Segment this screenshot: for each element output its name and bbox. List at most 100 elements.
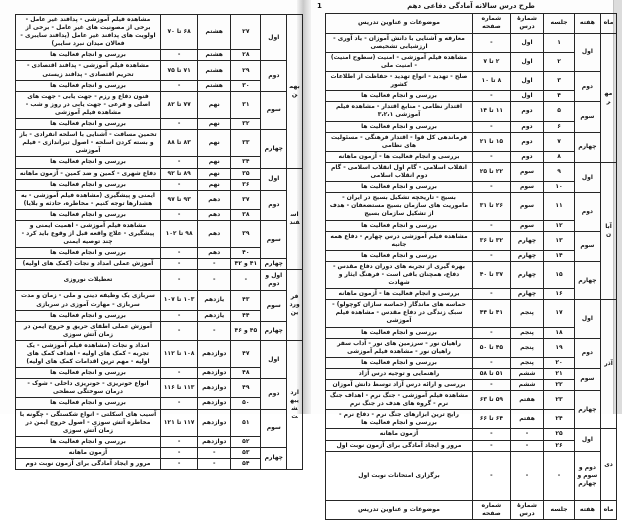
table-row: اسفند اول ۳۵ نهم ۸۹ تا ۹۲ دفاع شهری - کمین و …: [15, 167, 303, 271]
session-cell: ۱۴: [543, 249, 575, 262]
topics-header: موضوعات و عناوین تدریس: [325, 499, 473, 520]
week-cell: سوم: [260, 219, 288, 260]
table-row: ۴۸ دوازدهم - بررسی و انجام فعالیت ها: [15, 367, 303, 380]
session-cell: ۱۵: [543, 260, 575, 290]
session-cell: ۴۷: [230, 339, 262, 369]
page-number-cell: -: [159, 49, 199, 62]
topic-cell: بررسی و انجام فعالیت ها: [15, 435, 161, 448]
page-number-cell: -: [471, 428, 511, 441]
session-cell: ۳۴: [230, 156, 262, 169]
table-row: ۳۰ هشتم - بررسی و انجام فعالیت ها: [15, 79, 303, 92]
session-cell: ۴۹: [230, 378, 262, 399]
lesson-number-cell: نهم: [197, 129, 232, 158]
session-cell: ۲: [543, 51, 575, 73]
topic-cell: اقتدار نظامی - منابع اقتدار - مشاهده فیل…: [325, 101, 473, 122]
session-cell: ۱۰: [543, 181, 575, 194]
lesson-number-cell: دوازدهم: [197, 378, 232, 399]
page-number-cell: -: [159, 156, 199, 169]
week-cell: دوم: [573, 192, 602, 232]
topic-cell: برگزاری امتحانات نوبت اول: [325, 450, 473, 501]
page-number-marker: 1: [317, 2, 322, 10]
table-row: ۴۴ یازدهم - بررسی و انجام فعالیت ها: [15, 309, 303, 322]
table-row: چهارم ۲۳ هفتم ۵۹ تا ۶۳ مشاهده فیلم آموزشی - …: [325, 390, 617, 430]
week-cell: دوم: [260, 189, 288, 221]
page-number-cell: -: [159, 458, 199, 471]
topic-cell: بررسی و انجام فعالیت ها: [15, 309, 161, 322]
week-cell: سوم: [260, 90, 288, 131]
topic-cell: بررسی و انجام فعالیت ها: [15, 367, 161, 380]
session-cell: ۴۴: [230, 309, 262, 322]
table-row: آبان اول ۹ سوم ۲۲ تا ۲۵ انقلاب اسلامی - گام ا…: [325, 161, 617, 301]
session-cell: ۵۴: [230, 458, 262, 471]
topic-cell: مشاهده فیلم آموزشی - اهمیت ایمنی و پیشگی…: [15, 219, 161, 249]
page-number-cell: -: [159, 178, 199, 191]
session-cell: -: [230, 269, 262, 292]
lesson-number-cell: -: [197, 458, 232, 471]
document-title: طرح درس سالانه آمادگی دفاعی دهم: [407, 2, 535, 10]
topic-cell: آزمون ماهانه: [15, 446, 161, 460]
lesson-number-cell: هشتم: [197, 13, 232, 51]
page-number-cell: -: [471, 378, 511, 392]
topic-cell: مشاهده فیلم آموزشی - پدافند غیر عامل - ب…: [15, 13, 161, 51]
week-cell: چهارم: [573, 131, 602, 163]
topic-cell: بررسی و انجام فعالیت ها: [325, 356, 473, 369]
topic-cell: مرور و ایجاد آمادگی برای آزمون نوبت دوم: [15, 458, 161, 471]
topic-cell: انواع خونریزی - خونریزی داخلی - شوک - در…: [15, 378, 161, 399]
table-row: آذر اول ۱۷ پنجم ۴۱ تا ۴۴ حماسه های ماندگار (ح…: [325, 299, 617, 430]
lesson-number-cell: ششم: [509, 378, 545, 392]
topic-cell: فنون دفاع و رزم - جهت یابی - جهت های اصل…: [15, 90, 161, 120]
page-number-cell: ۲۶ تا ۳۱: [471, 192, 511, 221]
page-number-cell: -: [159, 269, 199, 292]
table-row: دوم ۱۹ پنجم ۴۵ تا ۵۰ راهیان نور - سرزمین های…: [325, 337, 617, 369]
week-cell: اول: [573, 161, 602, 194]
page-number-cell: -: [471, 439, 511, 452]
week-cell: اول و دوم: [260, 269, 288, 292]
session-cell: ۳۵: [230, 167, 262, 180]
month-cell: اردیبهشت: [286, 339, 303, 471]
page-number-cell: -: [471, 356, 511, 369]
table-row: ۲۰ پنجم - بررسی و انجام فعالیت ها: [325, 356, 617, 369]
topic-cell: بررسی و انجام فعالیت ها: [325, 249, 473, 262]
month-header: ماه: [600, 13, 617, 34]
lesson-number-cell: یازدهم: [197, 290, 232, 311]
week-header: هفته: [573, 13, 602, 34]
page-number-cell: ۶۸ تا ۷۰: [159, 13, 199, 51]
page-number-cell: -: [471, 326, 511, 339]
lesson-number-cell: ششم: [509, 367, 545, 381]
page-number-cell: -: [159, 118, 199, 131]
topic-cell: حماسه های ماندگار (حماسه سازان کوچولو) -…: [325, 299, 473, 328]
lesson-number-cell: -: [509, 428, 545, 441]
session-cell: ۱۷: [543, 299, 575, 328]
lesson-number-cell: پنجم: [509, 356, 545, 369]
table-row: ۱۶ چهارم - بررسی و انجام فعالیت ها - آزمون …: [325, 288, 617, 301]
table-row: ۲۶- - مرور و ایجاد آمادگی برای آزمون نوبت …: [325, 439, 617, 452]
page-number-cell: ۴۱ تا ۴۴: [471, 299, 511, 328]
week-cell: دوم و سوم و چهارم: [573, 450, 602, 501]
lesson-number-cell: نهم: [197, 178, 232, 191]
topic-cell: فرماندهی کل قوا - اقتدار فرهنگی - مسئولی…: [325, 131, 473, 152]
week-cell: سوم: [260, 408, 288, 448]
lesson-number-cell: چهارم: [509, 230, 545, 251]
page-number-cell: -: [159, 397, 199, 410]
table-row: ۲۴ هفتم ۶۴ تا ۶۶ رایج ترین ابزارهای جنگ نرم…: [325, 409, 617, 430]
lesson-number-cell: اول: [509, 71, 545, 92]
page-number-cell: ۱۱ تا ۱۴: [471, 101, 511, 122]
table-row: ۱۸ پنجم - بررسی و انجام فعالیت ها: [325, 326, 617, 339]
month-cell: دی: [600, 428, 617, 501]
table-row: چهارم ۵۳- - آزمون ماهانه: [15, 446, 303, 471]
week-header: هفته: [573, 499, 602, 520]
lesson-number-cell: اول: [509, 32, 545, 53]
lesson-number-cell: هشتم: [197, 79, 232, 92]
table-row: ۳۶ نهم - بررسی و انجام فعالیت ها: [15, 178, 303, 191]
week-cell: سوم: [573, 230, 602, 262]
week-cell: اول: [260, 167, 288, 191]
page-number-cell: ۸۳ تا ۸۸: [159, 129, 199, 158]
lesson-number-cell: اول: [509, 51, 545, 73]
session-cell: ۳۶: [230, 178, 262, 191]
lesson-number-cell: دوم: [509, 101, 545, 122]
session-header: جلسه: [543, 499, 575, 520]
lesson-number-cell: هفتم: [509, 409, 545, 430]
lesson-number-cell: هشتم: [197, 49, 232, 62]
month-cell: آذر: [600, 299, 617, 430]
lesson-number-cell: -: [197, 320, 232, 341]
